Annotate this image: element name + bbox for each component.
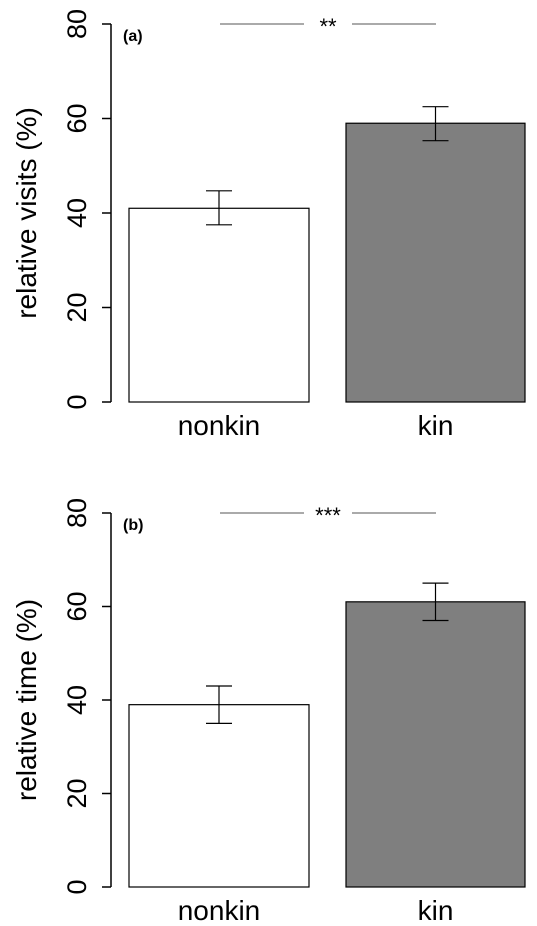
y-axis-title: relative time (%) (11, 599, 42, 801)
y-tick-label: 40 (62, 198, 92, 228)
panel-b: 0 20 40 60 80 relative time (%) nonkin kin (b) **… (11, 498, 526, 926)
bar-nonkin (128, 207, 310, 403)
category-label-nonkin: nonkin (178, 410, 261, 441)
bar-nonkin (128, 704, 310, 888)
panel-a: 0 20 40 60 80 relative visits (%) nonkin kin (a)… (11, 9, 526, 441)
y-tick-label: 20 (62, 292, 92, 322)
y-tick-label: 40 (62, 685, 92, 715)
panel-label: (a) (123, 28, 143, 45)
bar-kin (345, 601, 526, 888)
bar-kin (345, 122, 526, 403)
significance-label: ** (319, 14, 337, 39)
y-tick-label: 0 (62, 394, 92, 409)
y-tick-label: 20 (62, 778, 92, 808)
y-tick-label: 0 (62, 879, 92, 894)
category-label-kin: kin (418, 410, 454, 441)
category-label-nonkin: nonkin (178, 895, 261, 926)
y-tick-label: 60 (62, 103, 92, 133)
y-axis-title: relative visits (%) (11, 107, 42, 319)
significance-label: *** (315, 503, 341, 528)
y-tick-label: 60 (62, 591, 92, 621)
category-label-kin: kin (418, 895, 454, 926)
y-tick-label: 80 (62, 9, 92, 39)
significance-label-background (304, 16, 352, 32)
y-tick-label: 80 (62, 498, 92, 528)
significance-label-background (304, 505, 352, 521)
panel-label: (b) (123, 517, 143, 534)
